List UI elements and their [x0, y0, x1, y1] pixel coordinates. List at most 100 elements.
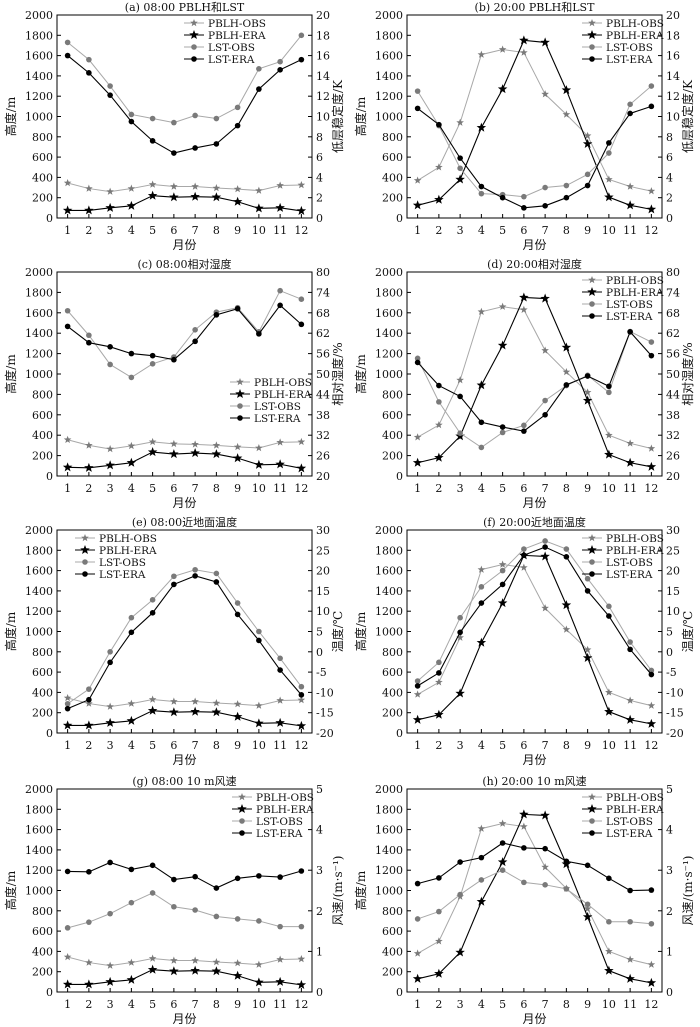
y-right-tick-label: 20 [316, 565, 330, 578]
y-right-tick-label: 16 [316, 50, 330, 63]
y-left-axis-label: 高度/m [3, 354, 18, 394]
y-left-tick-label: 800 [32, 646, 53, 659]
data-point-pblh-obs-6 [170, 182, 178, 190]
chart-title: (h) 20:00 10 m风速 [482, 775, 586, 788]
data-point-lst-era-5 [149, 352, 156, 359]
legend-label: PBLH-ERA [606, 804, 664, 816]
data-point-pblh-era-8 [561, 342, 572, 352]
x-tick-label: 12 [294, 739, 308, 752]
x-tick-label: 6 [170, 739, 177, 752]
x-tick-label: 10 [602, 739, 616, 752]
y-right-tick-label: 80 [316, 266, 330, 279]
data-point-lst-era-8 [213, 885, 220, 891]
legend-label: LST-ERA [606, 569, 653, 581]
y-right-tick-label: 68 [666, 307, 680, 320]
x-tick-label: 10 [252, 482, 266, 495]
data-point-pblh-obs-11 [276, 955, 284, 963]
data-point-lst-era-12 [298, 56, 305, 63]
y-left-tick-label: 1600 [375, 824, 403, 837]
y-left-tick-label: 600 [32, 666, 53, 679]
series-line-lst-era [417, 842, 652, 892]
data-point-lst-era-12 [648, 352, 655, 359]
data-point-pblh-obs-4 [477, 307, 486, 316]
data-point-pblh-era-4 [476, 896, 487, 906]
y-right-tick-label: 2 [316, 192, 323, 205]
data-point-lst-era-7 [542, 544, 548, 550]
x-tick-label: 1 [414, 224, 421, 237]
data-point-lst-era-9 [234, 611, 241, 618]
y-right-tick-label: 4 [666, 171, 673, 184]
data-point-pblh-era-2 [84, 720, 94, 730]
data-point-pblh-era-6 [169, 966, 179, 976]
series-line-lst-era [417, 105, 652, 209]
series-line-lst-obs [417, 85, 652, 198]
data-point-lst-era-2 [86, 70, 92, 76]
data-point-lst-obs-10 [606, 918, 612, 925]
data-point-pblh-obs-2 [435, 678, 443, 686]
data-point-pblh-era-9 [582, 652, 593, 662]
data-point-pblh-obs-2 [435, 937, 443, 945]
data-point-lst-era-10 [256, 637, 262, 644]
y-right-tick-label: -15 [666, 707, 684, 720]
data-point-lst-era-6 [171, 150, 177, 156]
data-point-lst-obs-2 [86, 686, 92, 692]
y-right-tick-label: 1 [316, 945, 323, 958]
legend-marker [237, 804, 247, 814]
data-point-lst-obs-1 [414, 678, 421, 684]
data-point-pblh-era-12 [296, 979, 307, 989]
data-point-lst-era-4 [128, 866, 135, 873]
y-right-tick-label: 56 [316, 348, 330, 361]
data-point-lst-era-2 [86, 696, 92, 703]
y-left-axis-label: 高度/m [3, 96, 18, 136]
x-tick-label: 1 [64, 224, 71, 237]
data-point-lst-obs-5 [149, 597, 156, 603]
data-point-pblh-era-4 [126, 974, 137, 984]
data-point-lst-era-11 [277, 874, 283, 880]
y-left-tick-label: 1000 [25, 368, 53, 381]
series-line-lst-era [417, 330, 652, 432]
data-point-lst-era-11 [627, 329, 633, 335]
data-point-lst-obs-4 [478, 877, 485, 883]
y-left-tick-label: 2000 [375, 524, 403, 537]
y-left-tick-label: 1800 [375, 29, 403, 42]
data-point-lst-era-6 [171, 581, 177, 588]
data-point-lst-obs-4 [128, 111, 135, 118]
data-point-pblh-era-3 [105, 717, 115, 727]
y-left-tick-label: 1000 [375, 626, 403, 639]
data-point-pblh-era-8 [211, 449, 222, 459]
data-point-pblh-era-4 [476, 122, 487, 132]
x-tick-label: 12 [294, 224, 308, 237]
data-point-pblh-obs-1 [63, 952, 72, 961]
data-point-pblh-era-7 [540, 810, 550, 820]
data-point-lst-era-2 [436, 382, 442, 389]
data-point-lst-era-4 [128, 350, 135, 357]
data-point-pblh-obs-8 [212, 699, 221, 707]
y-left-tick-label: 0 [46, 727, 53, 740]
data-point-pblh-obs-11 [626, 696, 634, 704]
data-point-lst-era-4 [478, 854, 485, 861]
data-point-pblh-obs-12 [297, 181, 306, 189]
x-tick-label: 3 [107, 739, 114, 752]
y-right-tick-label: -20 [316, 727, 334, 740]
y-left-tick-label: 0 [396, 212, 403, 225]
data-point-lst-era-1 [414, 105, 421, 112]
data-point-pblh-obs-10 [255, 701, 263, 709]
data-point-pblh-obs-3 [106, 187, 114, 195]
legend-marker [589, 818, 595, 824]
data-point-pblh-era-12 [646, 977, 657, 987]
y-right-tick-label: 18 [316, 29, 330, 42]
y-left-tick-label: 1800 [375, 544, 403, 557]
data-point-lst-era-12 [648, 887, 655, 893]
data-point-pblh-era-9 [232, 711, 243, 721]
data-point-lst-era-6 [171, 356, 177, 363]
legend-label: PBLH-OBS [208, 18, 266, 30]
data-point-pblh-obs-7 [541, 346, 549, 354]
data-point-pblh-era-4 [476, 637, 487, 647]
data-point-lst-obs-9 [234, 916, 241, 922]
x-tick-label: 8 [213, 998, 220, 1011]
y-right-tick-label: 16 [666, 50, 680, 63]
data-point-lst-obs-3 [457, 614, 463, 621]
data-point-lst-era-2 [86, 339, 92, 346]
x-tick-label: 8 [563, 739, 570, 752]
